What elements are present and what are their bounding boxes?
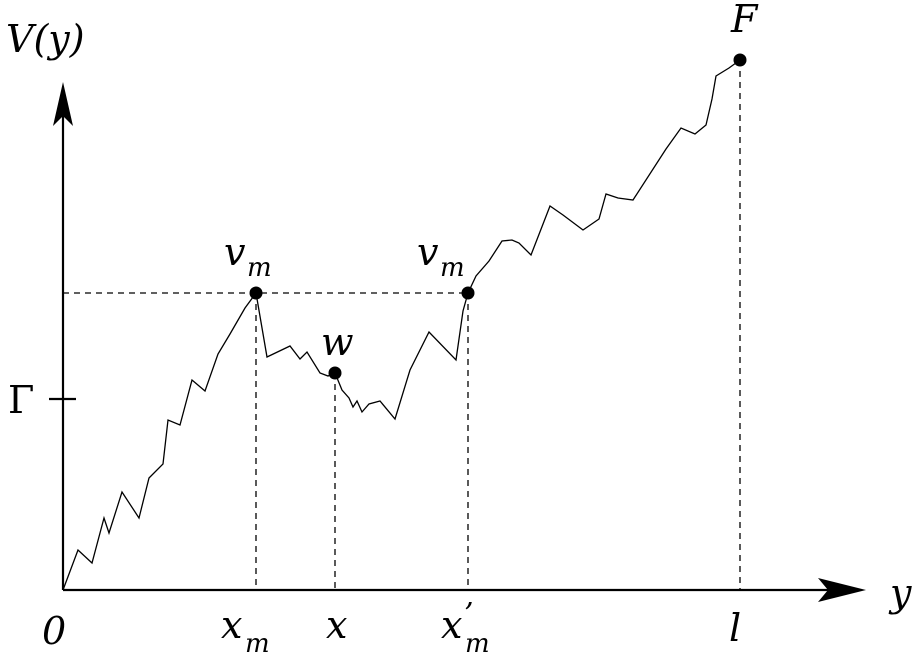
l-label: l <box>729 606 741 650</box>
svg-text:m: m <box>440 253 465 283</box>
origin-label: 0 <box>42 609 66 653</box>
w-label: w <box>321 320 354 364</box>
svg-text:m: m <box>247 253 272 283</box>
w-point <box>328 366 342 380</box>
svg-text:m: m <box>465 629 490 658</box>
svg-text:x: x <box>221 603 242 647</box>
svg-text:x: x <box>441 603 462 647</box>
y-axis-arrowhead <box>53 82 73 126</box>
svg-text:v: v <box>417 230 439 274</box>
vm-left-point <box>249 286 263 300</box>
x-axis-arrowhead <box>818 578 866 602</box>
x-axis-label: y <box>888 571 912 615</box>
vm-right-label: v m <box>417 230 465 283</box>
vm-left-label: v m <box>224 230 272 283</box>
vm-right-point <box>461 286 475 300</box>
F-label: F <box>730 0 759 41</box>
F-point <box>733 53 747 67</box>
y-axis-label: V(y) <box>6 17 85 61</box>
gamma-label: Γ <box>8 378 34 422</box>
svg-text:’: ’ <box>464 597 474 632</box>
xm-label: x m <box>221 603 270 658</box>
x-label: x <box>326 603 347 647</box>
svg-text:m: m <box>245 629 270 658</box>
svg-text:v: v <box>224 230 246 274</box>
potential-curve <box>62 59 741 591</box>
xm-prime-label: x ’ m <box>441 597 490 658</box>
